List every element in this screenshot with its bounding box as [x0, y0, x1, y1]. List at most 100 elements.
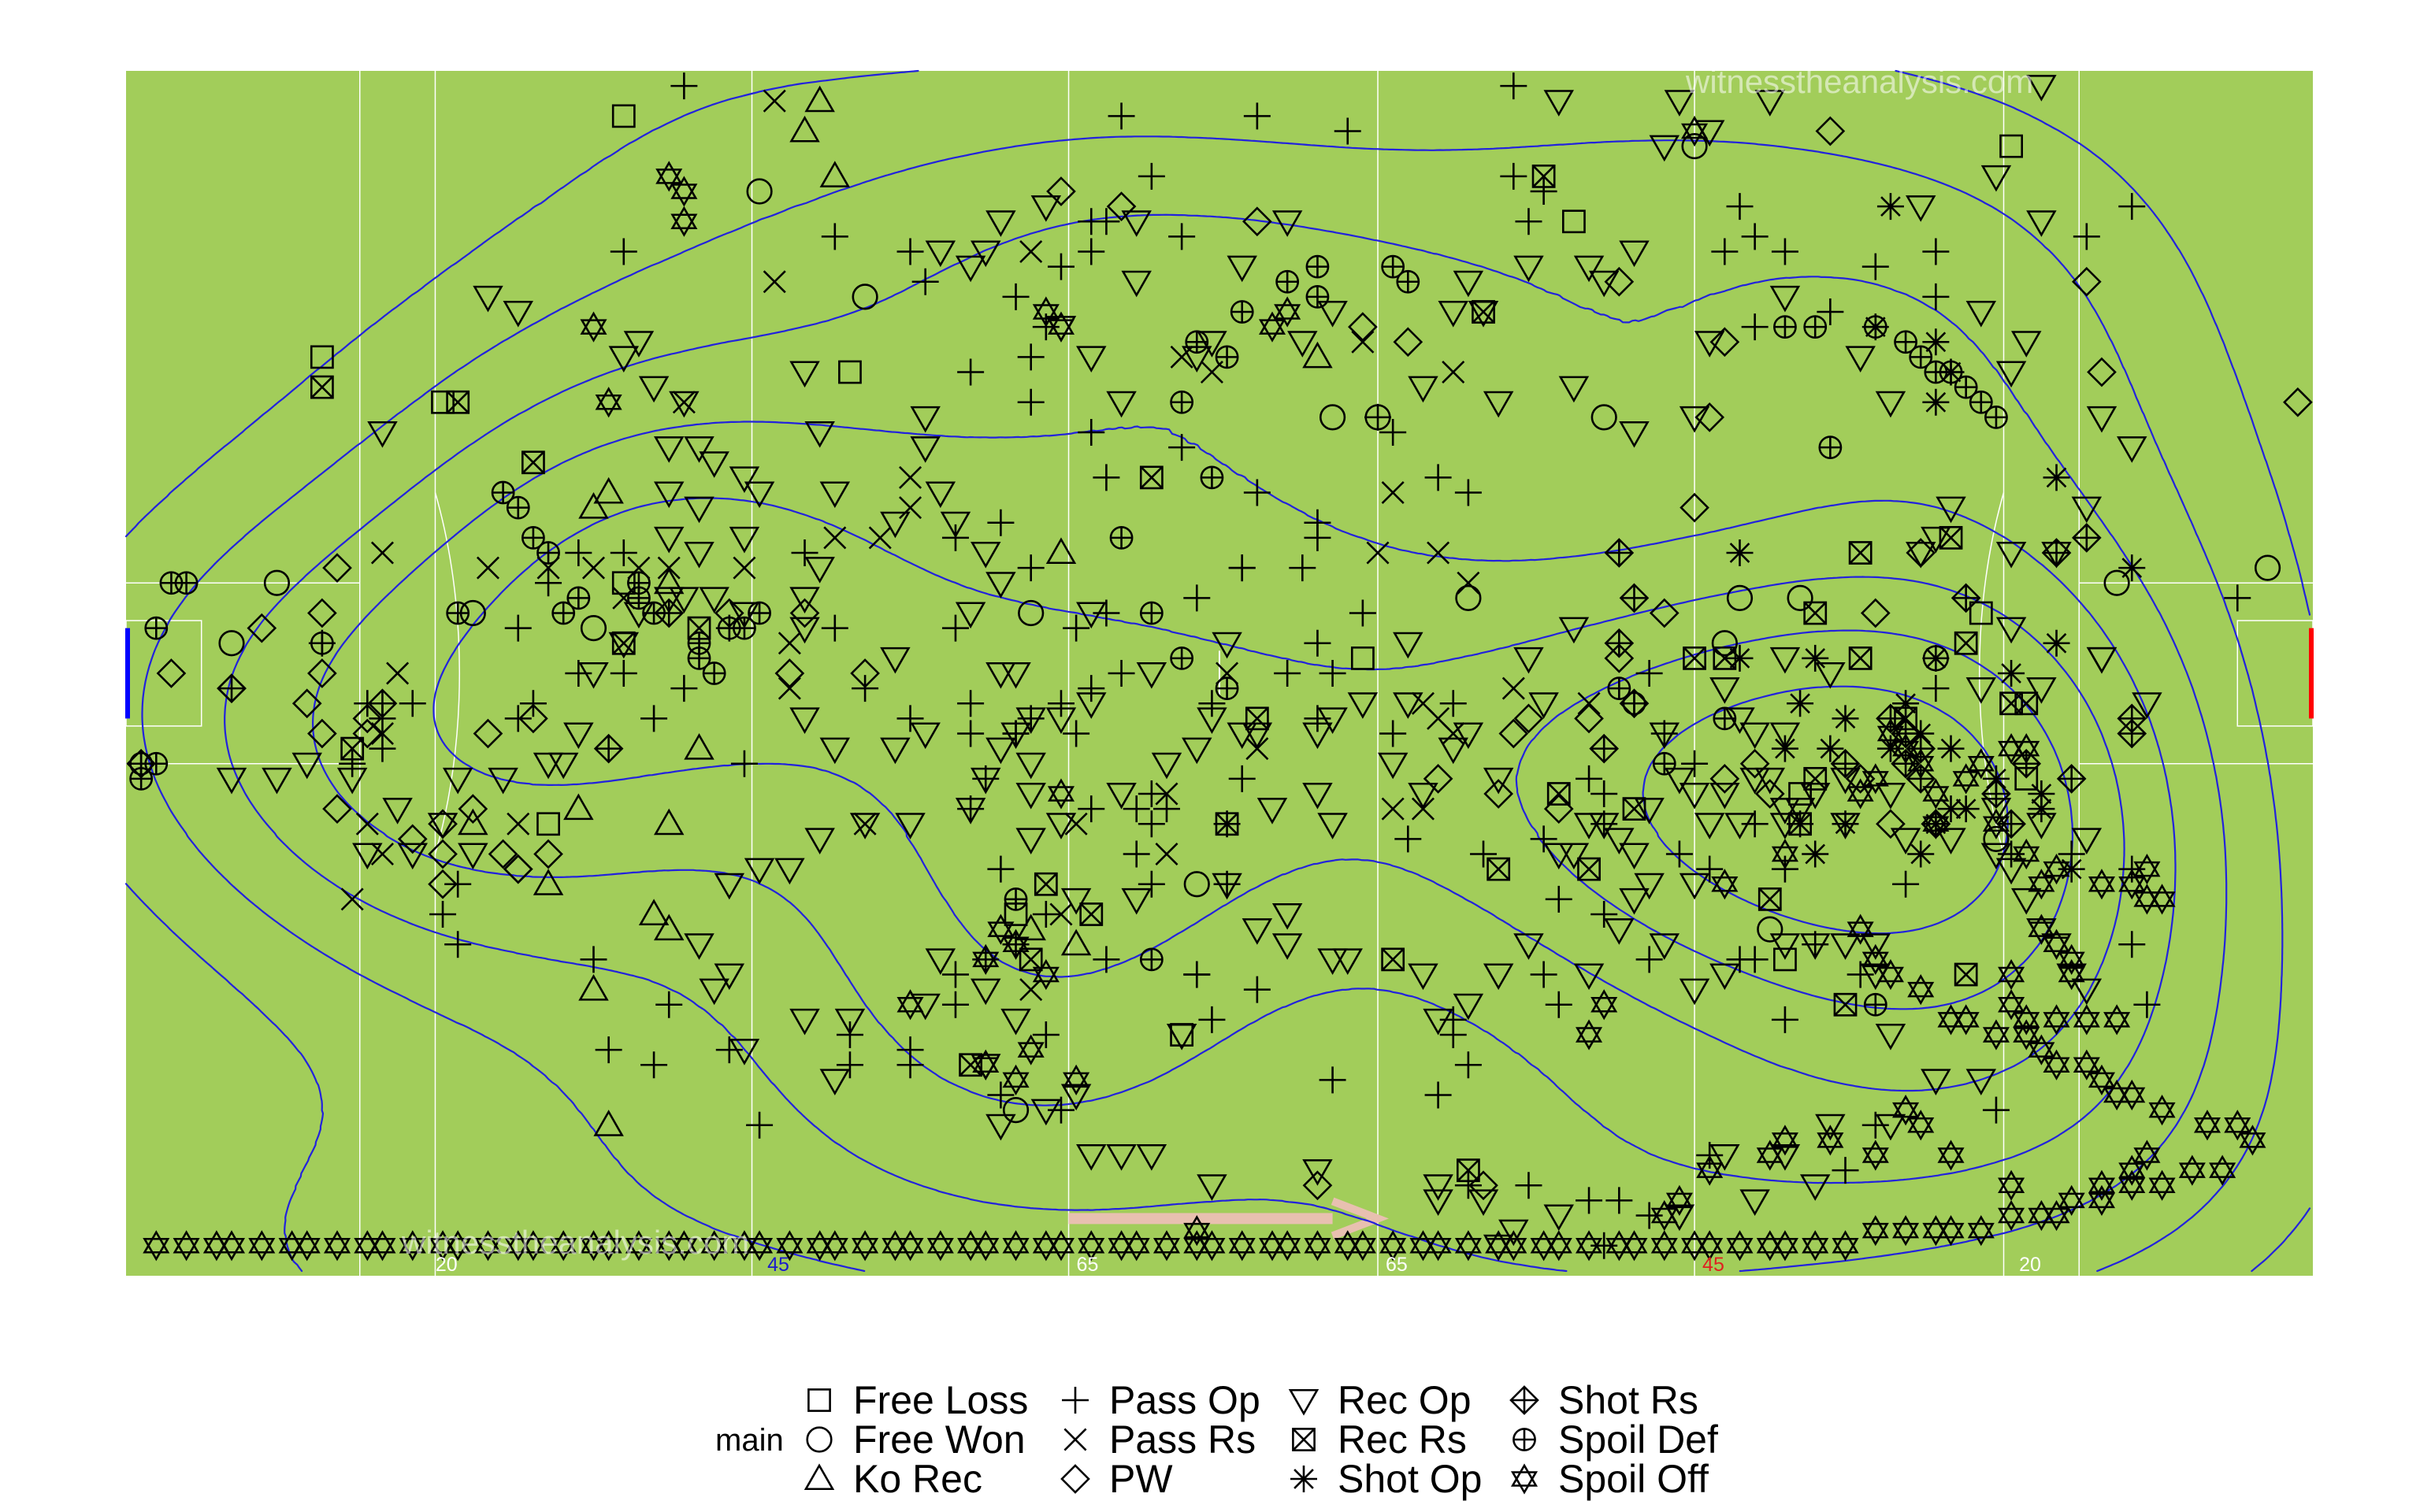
- marker-spoil-off: [670, 176, 698, 207]
- marker-shot-op: [2028, 795, 2055, 823]
- marker-rec-op: [1694, 813, 1725, 839]
- marker-rec-op: [971, 541, 1001, 569]
- marker-spoil-off: [1002, 1064, 1030, 1095]
- marker-spoil-off: [550, 1230, 577, 1262]
- marker-pass-op: [1123, 795, 1150, 823]
- marker-pw: [533, 839, 563, 869]
- legend-label-rec-op: Rec Op: [1338, 1378, 1472, 1422]
- marker-pass-op: [1047, 253, 1075, 280]
- marker-rec-op: [1030, 195, 1062, 222]
- marker-spoil-off: [1485, 1230, 1512, 1262]
- marker-rec-op: [1513, 933, 1544, 960]
- marker-spoil-off: [143, 1230, 170, 1262]
- marker-pass-op: [369, 735, 396, 762]
- marker-pass-op: [941, 991, 969, 1018]
- marker-pass-rs: [1427, 541, 1450, 565]
- marker-pass-op: [1304, 705, 1331, 732]
- marker-rec-op: [1317, 707, 1348, 734]
- marker-pass-op: [957, 720, 985, 747]
- marker-spoil-def: [551, 601, 576, 625]
- marker-free-won: [1590, 404, 1617, 431]
- marker-rec-op: [1438, 300, 1468, 328]
- marker-rec-op: [1483, 767, 1514, 795]
- marker-spoil-off: [1861, 763, 1889, 795]
- marker-rec-rs: [1803, 766, 1828, 791]
- marker-spoil-def: [446, 601, 470, 625]
- legend-key-spoil-def: [1512, 1428, 1536, 1451]
- marker-spoil-off: [1952, 1004, 1980, 1036]
- marker-spoil-def: [733, 616, 756, 640]
- marker-rec-op: [1619, 421, 1650, 448]
- marker-free-won: [1018, 599, 1045, 627]
- marker-rec-op: [1076, 346, 1107, 372]
- marker-rec-op: [1634, 798, 1665, 825]
- marker-spoil-off: [806, 1230, 833, 1262]
- marker-spoil-off: [429, 1230, 457, 1262]
- marker-spoil-def: [1773, 315, 1797, 339]
- marker-ko-rec: [578, 492, 609, 519]
- marker-rec-rs: [1215, 812, 1239, 836]
- marker-spoil-off: [2028, 914, 2055, 945]
- marker-rec-op: [1815, 1114, 1846, 1141]
- marker-shot-rs: [1981, 779, 2011, 809]
- marker-rec-op: [458, 843, 488, 870]
- legend-key-pw: [1060, 1464, 1090, 1494]
- marker-rec-op: [1769, 722, 1801, 750]
- density-contours: [124, 69, 2311, 1273]
- marker-pw: [774, 658, 805, 688]
- marker-rec-op: [684, 541, 714, 569]
- marker-rec-op: [1573, 813, 1605, 839]
- marker-pass-op: [1093, 946, 1120, 973]
- marker-rec-op: [1302, 722, 1333, 750]
- legend-key-free-won: [806, 1426, 833, 1453]
- marker-rec-op: [1769, 933, 1801, 960]
- marker-pass-op: [1108, 102, 1135, 130]
- marker-pass-op: [1545, 885, 1572, 913]
- marker-rec-op: [638, 376, 670, 403]
- marker-spoil-off: [173, 1230, 200, 1262]
- marker-free-won: [1681, 133, 1708, 160]
- marker-rec-rs: [521, 450, 545, 475]
- marker-free-won: [1183, 871, 1210, 898]
- marker-rec-op: [1724, 813, 1755, 839]
- marker-pass-op: [1017, 343, 1045, 371]
- marker-rec-op: [1619, 240, 1650, 268]
- marker-rec-op: [1739, 722, 1770, 750]
- marker-spoil-off: [1334, 1230, 1361, 1262]
- marker-rec-op: [880, 647, 911, 674]
- marker-rec-op: [1151, 752, 1182, 780]
- marker-rec-op: [1106, 1143, 1137, 1171]
- marker-pw: [322, 553, 352, 583]
- marker-pass-op: [1228, 765, 1256, 792]
- marker-rec-op: [2071, 496, 2103, 524]
- marker-pass-rs: [868, 526, 892, 550]
- marker-spoil-off: [1605, 1230, 1633, 1262]
- marker-spoil-off: [1982, 808, 2010, 839]
- marker-pw: [518, 703, 548, 734]
- marker-rec-op: [1965, 1069, 1997, 1095]
- marker-spoil-off: [1876, 958, 1904, 991]
- marker-rec-rs: [1019, 947, 1043, 972]
- marker-pass-rs: [1577, 691, 1601, 715]
- marker-rec-op: [1980, 843, 2012, 870]
- marker-pass-op: [595, 1036, 622, 1064]
- marker-spoil-off: [1017, 1034, 1045, 1065]
- marker-pass-op: [1802, 931, 1829, 958]
- marker-pass-op: [2118, 931, 2146, 958]
- marker-shot-op: [1802, 840, 1829, 868]
- marker-rec-op: [1423, 1189, 1453, 1216]
- marker-rec-op: [1649, 722, 1680, 750]
- marker-pass-op: [1002, 720, 1030, 747]
- marker-rec-op: [729, 526, 760, 554]
- marker-rec-op: [910, 406, 941, 433]
- marker-rec-op: [1558, 843, 1590, 870]
- marker-rec-op: [1197, 1174, 1227, 1201]
- marker-rec-op: [1588, 270, 1620, 298]
- marker-spoil-off: [202, 1230, 230, 1262]
- marker-spoil-off: [1032, 958, 1060, 991]
- marker-spoil-off: [1409, 1230, 1437, 1262]
- marker-rec-op: [789, 707, 820, 734]
- yard-label: 45: [1702, 1254, 1724, 1276]
- marker-rec-rs: [1381, 947, 1405, 972]
- marker-rec-op: [1408, 376, 1438, 403]
